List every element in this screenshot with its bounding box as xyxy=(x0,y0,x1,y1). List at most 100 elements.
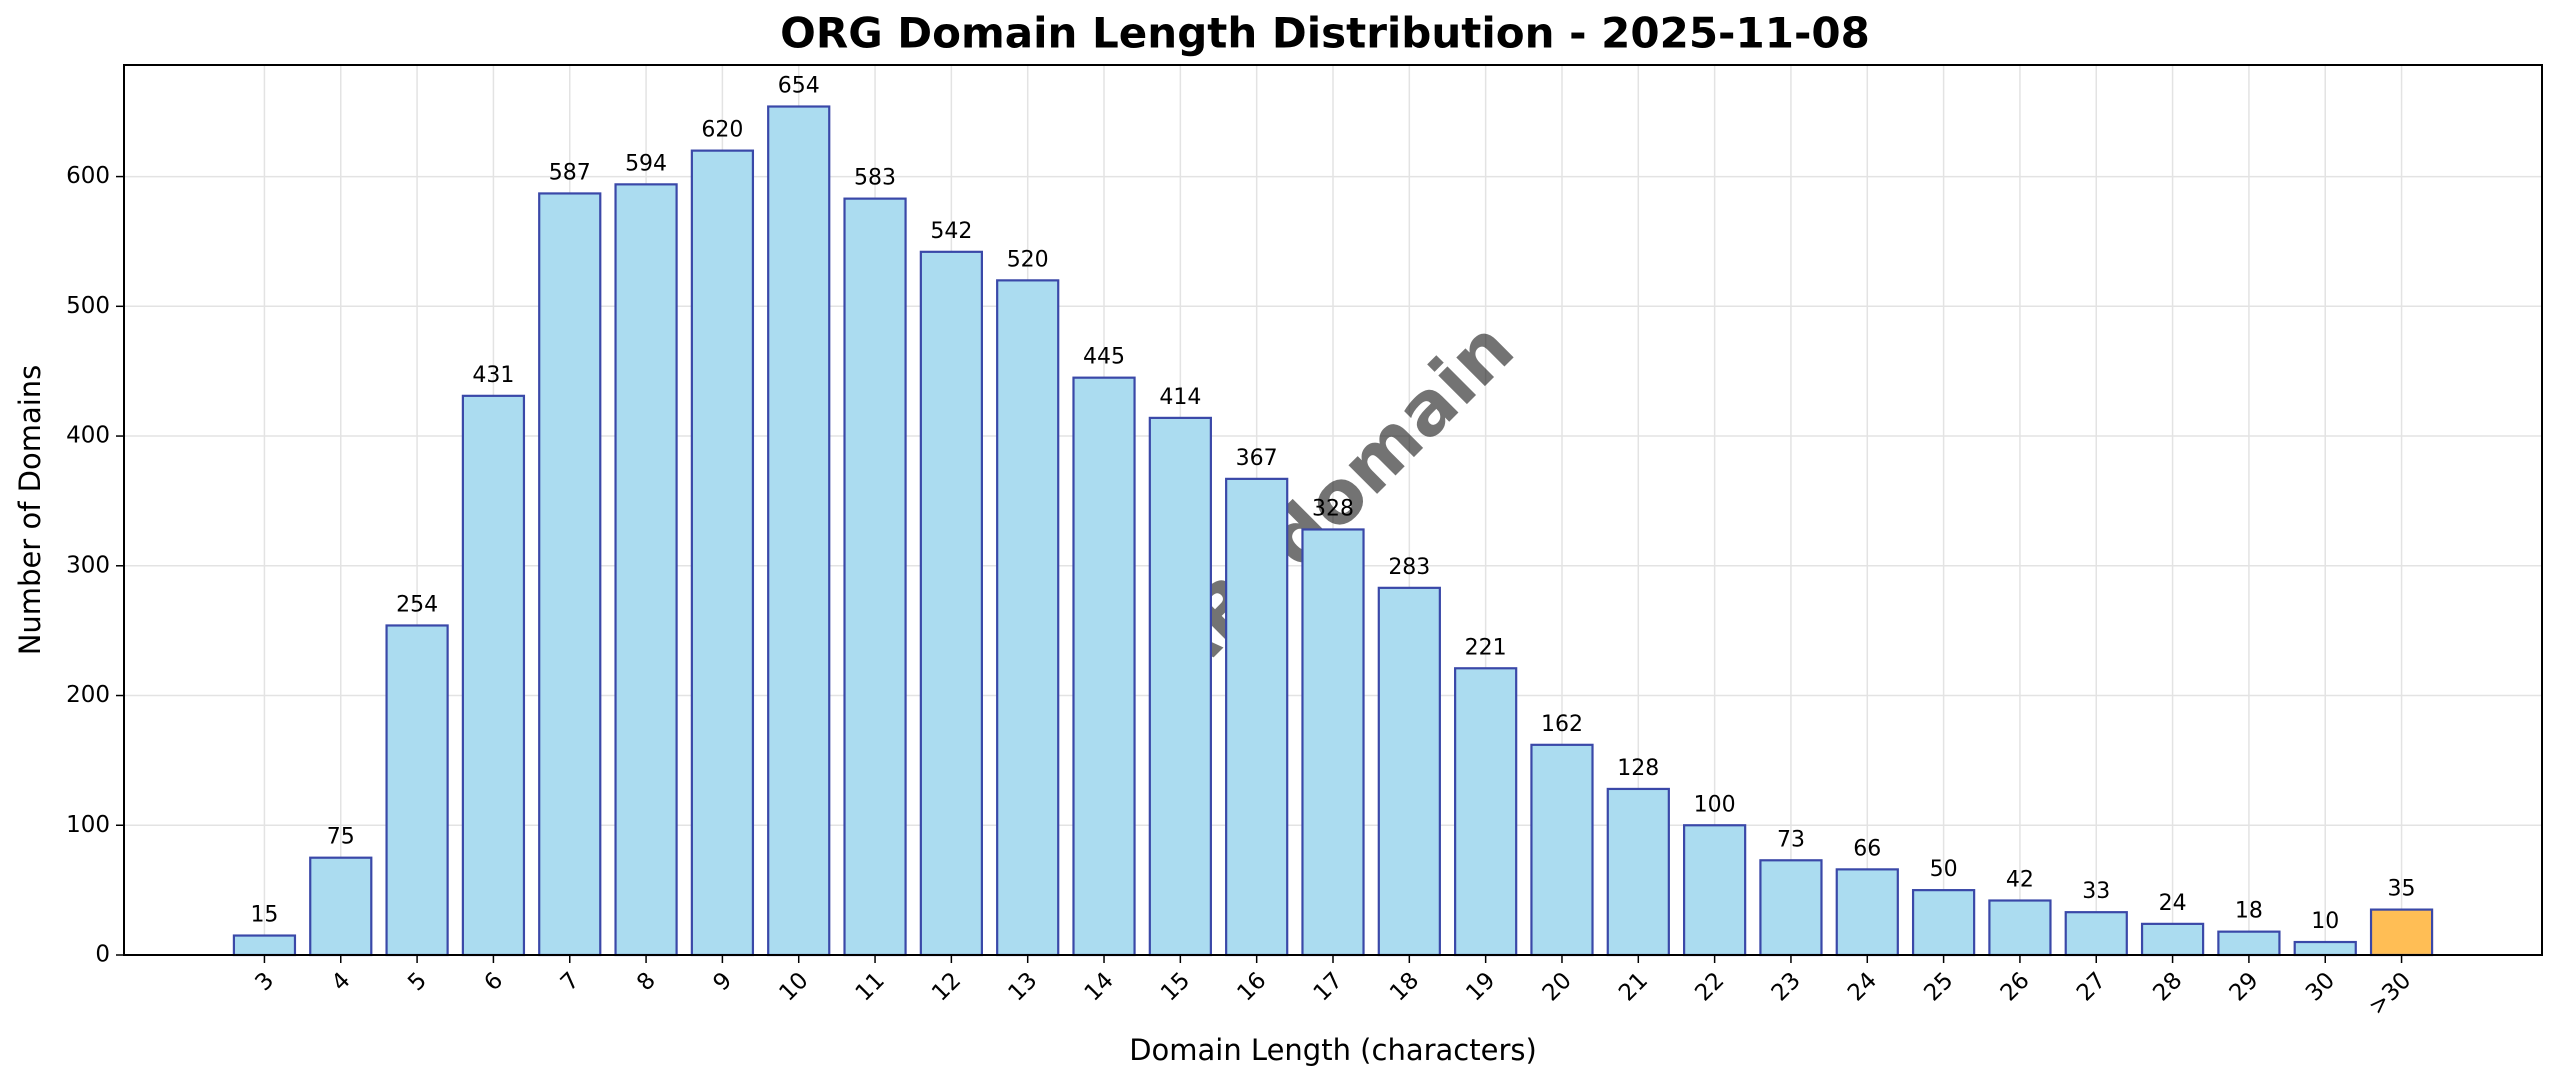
value-label: 620 xyxy=(701,118,743,143)
value-label: 75 xyxy=(327,825,355,850)
value-label: 73 xyxy=(1777,827,1805,852)
y-tick-label: 600 xyxy=(66,163,110,189)
chart-title: ORG Domain Length Distribution - 2025-11… xyxy=(780,9,1870,58)
x-tick-label: 25 xyxy=(1919,967,1958,1006)
x-tick-label: 15 xyxy=(1156,967,1195,1006)
x-tick-label: 22 xyxy=(1690,967,1729,1006)
bar xyxy=(1911,889,1976,957)
bar xyxy=(1301,528,1365,957)
bar xyxy=(1606,787,1670,957)
x-tick-label: 20 xyxy=(1538,967,1577,1006)
x-tick-label: 18 xyxy=(1385,967,1424,1006)
x-tick-label: 24 xyxy=(1843,967,1882,1006)
bar xyxy=(1377,586,1441,957)
x-tick-label: 30 xyxy=(2301,967,2340,1006)
bar xyxy=(1072,376,1136,957)
value-label: 162 xyxy=(1541,712,1583,737)
x-tick-label: 3 xyxy=(251,967,280,996)
x-tick-label: 19 xyxy=(1461,967,1500,1006)
value-label: 654 xyxy=(778,74,820,99)
y-tick-label: 200 xyxy=(66,682,110,708)
bar xyxy=(919,250,984,957)
x-tick-label: 27 xyxy=(2072,967,2111,1006)
x-tick-label: 10 xyxy=(774,967,813,1006)
value-label: 24 xyxy=(2159,891,2187,916)
value-label: 221 xyxy=(1465,635,1507,660)
value-label: 587 xyxy=(549,160,591,185)
bar xyxy=(2369,908,2434,957)
bar xyxy=(1530,743,1594,957)
bar xyxy=(1682,824,1747,957)
value-label: 254 xyxy=(396,592,438,617)
value-label: 542 xyxy=(930,219,972,244)
x-tick-label: 14 xyxy=(1080,967,1119,1006)
y-tick-label: 300 xyxy=(66,552,110,578)
y-tick-label: 500 xyxy=(66,293,110,319)
bar xyxy=(385,624,449,957)
x-tick-label: 7 xyxy=(556,967,585,996)
value-label: 283 xyxy=(1388,555,1430,580)
value-label: 583 xyxy=(854,166,896,191)
value-label: 594 xyxy=(625,151,667,176)
x-tick-label: 13 xyxy=(1003,967,1042,1006)
value-label: 10 xyxy=(2311,909,2339,934)
x-tick-label: >30 xyxy=(2364,967,2417,1020)
x-tick-label: 29 xyxy=(2225,967,2264,1006)
value-label: 128 xyxy=(1617,756,1659,781)
bar xyxy=(1454,667,1518,957)
value-label: 367 xyxy=(1236,446,1278,471)
x-tick-label: 8 xyxy=(632,967,661,996)
bar xyxy=(1988,899,2052,957)
x-tick-label: 26 xyxy=(1996,967,2035,1006)
value-label: 431 xyxy=(472,363,514,388)
value-label: 328 xyxy=(1312,496,1354,521)
plot-frame xyxy=(123,64,2543,956)
x-tick-label: 28 xyxy=(2148,967,2187,1006)
value-label: 414 xyxy=(1159,385,1201,410)
bar xyxy=(2140,922,2205,957)
bar xyxy=(1835,868,1899,957)
x-tick-label: 4 xyxy=(327,967,356,996)
bar xyxy=(2293,940,2357,957)
value-label: 18 xyxy=(2235,899,2263,924)
y-axis-label: Number of Domains xyxy=(13,365,47,656)
bar xyxy=(309,856,373,957)
value-label: 445 xyxy=(1083,345,1125,370)
value-label: 100 xyxy=(1694,792,1736,817)
y-tick-label: 100 xyxy=(66,812,110,838)
value-label: 66 xyxy=(1853,836,1881,861)
bar xyxy=(996,279,1060,957)
value-label: 15 xyxy=(250,903,278,928)
x-tick-label: 21 xyxy=(1614,967,1653,1006)
x-tick-label: 6 xyxy=(480,967,509,996)
bar xyxy=(1148,416,1212,957)
y-tick-label: 0 xyxy=(95,942,110,968)
value-label: 33 xyxy=(2082,879,2110,904)
x-tick-label: 16 xyxy=(1232,967,1271,1006)
x-tick-label: 5 xyxy=(403,967,432,996)
bar xyxy=(614,183,678,957)
bar xyxy=(461,394,526,957)
bar xyxy=(767,105,831,957)
value-label: 520 xyxy=(1007,247,1049,272)
value-label: 50 xyxy=(1930,857,1958,882)
value-label: 35 xyxy=(2388,877,2416,902)
value-label: 42 xyxy=(2006,868,2034,893)
bar xyxy=(843,197,907,957)
bar xyxy=(2217,930,2281,957)
y-tick-label: 400 xyxy=(66,423,110,449)
x-tick-label: 12 xyxy=(927,967,966,1006)
bar xyxy=(1225,477,1289,957)
x-axis-label: Domain Length (characters) xyxy=(1129,1033,1537,1067)
x-tick-label: 9 xyxy=(708,967,737,996)
bar xyxy=(690,149,755,957)
bar xyxy=(232,934,297,957)
x-tick-label: 11 xyxy=(851,967,890,1006)
x-tick-label: 17 xyxy=(1309,967,1348,1006)
bar xyxy=(2064,911,2128,957)
x-tick-label: 23 xyxy=(1767,967,1806,1006)
bar xyxy=(1759,859,1823,957)
bar xyxy=(538,192,602,957)
